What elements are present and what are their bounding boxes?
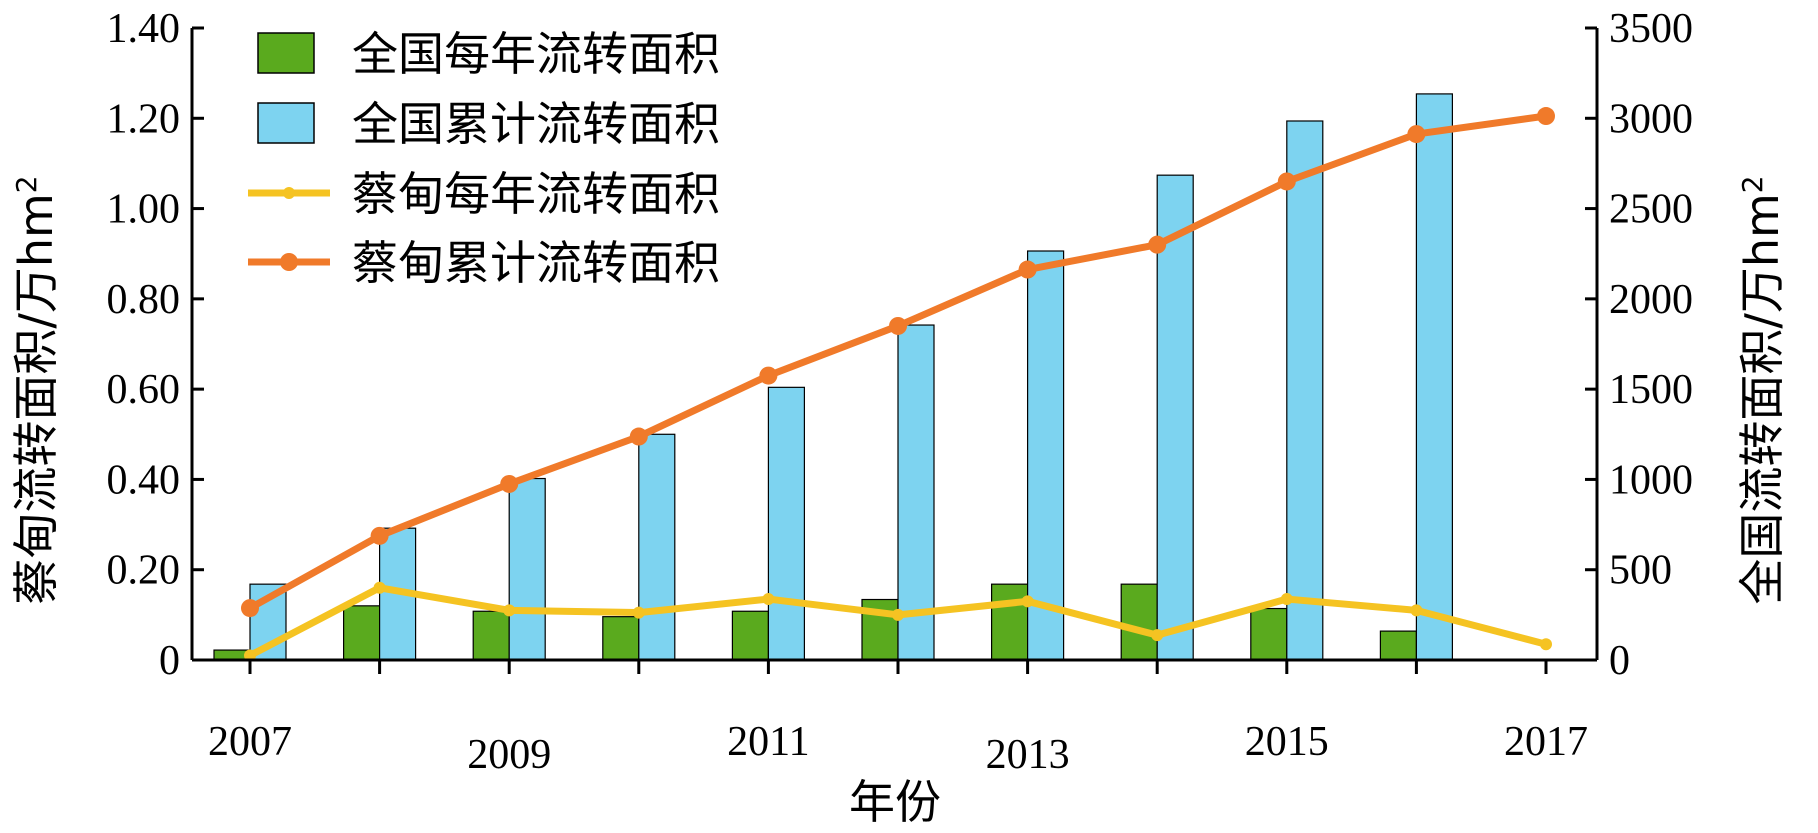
bar-national-annual-2009 bbox=[472, 610, 510, 661]
left-tick-label: 1.40 bbox=[107, 6, 181, 52]
point-caidian-cumulative-2017 bbox=[1537, 107, 1555, 126]
point-caidian-cumulative-2012 bbox=[889, 316, 907, 335]
legend-label-national-cumulative: 全国累计流转面积 bbox=[352, 97, 720, 151]
bar-national-annual-2016 bbox=[1379, 630, 1418, 661]
legend-marker-caidian-cumulative bbox=[280, 253, 298, 271]
legend-label-caidian-cumulative: 蔡甸累计流转面积 bbox=[352, 236, 720, 290]
left-tick-label: 0.80 bbox=[107, 277, 181, 323]
x-tick-label: 2011 bbox=[727, 719, 809, 765]
bar-national-cumulative-2013 bbox=[1026, 250, 1065, 661]
left-axis-title: 蔡甸流转面积/万hm2 bbox=[9, 175, 63, 604]
point-caidian-annual-2009 bbox=[503, 604, 516, 617]
left-tick-label: 0.60 bbox=[107, 367, 181, 413]
point-caidian-cumulative-2016 bbox=[1407, 125, 1426, 144]
bar-national-cumulative-2012 bbox=[897, 324, 935, 661]
bar-national-annual-2008 bbox=[343, 605, 381, 661]
bar-national-cumulative-2009 bbox=[508, 477, 546, 661]
right-tick-label: 3500 bbox=[1609, 6, 1693, 52]
point-caidian-cumulative-2014 bbox=[1148, 235, 1167, 254]
bar-national-annual-2013 bbox=[990, 583, 1029, 661]
point-caidian-annual-2017 bbox=[1540, 638, 1552, 651]
bar-national-annual-2011 bbox=[731, 610, 770, 661]
legend-label-national-annual: 全国每年流转面积 bbox=[352, 27, 720, 81]
point-caidian-cumulative-2011 bbox=[759, 366, 778, 385]
legend-marker-caidian-annual bbox=[283, 187, 295, 199]
right-tick-label: 2000 bbox=[1609, 277, 1693, 323]
bar-national-cumulative-2015 bbox=[1286, 120, 1324, 661]
bar-national-annual-2010 bbox=[602, 616, 640, 661]
point-caidian-annual-2008 bbox=[373, 581, 386, 594]
x-tick-label: 2007 bbox=[208, 719, 292, 765]
x-tick-label: 2013 bbox=[986, 732, 1070, 778]
point-caidian-annual-2014 bbox=[1151, 629, 1164, 642]
point-caidian-cumulative-2015 bbox=[1277, 172, 1296, 191]
point-caidian-annual-2013 bbox=[1021, 595, 1034, 608]
legend-swatch-national-cumulative bbox=[257, 102, 315, 144]
point-caidian-annual-2015 bbox=[1280, 593, 1293, 606]
bar-national-cumulative-2016 bbox=[1415, 93, 1454, 661]
left-tick-label: 1.20 bbox=[107, 96, 181, 142]
right-tick-label: 1000 bbox=[1609, 457, 1693, 503]
point-caidian-annual-2012 bbox=[892, 608, 904, 621]
lines-layer bbox=[241, 107, 1555, 662]
left-tick-label: 0 bbox=[159, 638, 180, 684]
x-tick-label: 2017 bbox=[1504, 719, 1588, 765]
x-axis-title: 年份 bbox=[849, 775, 941, 829]
bar-national-cumulative-2014 bbox=[1156, 174, 1194, 661]
point-caidian-annual-2007 bbox=[244, 649, 256, 662]
right-tick-label: 0 bbox=[1609, 638, 1630, 684]
point-caidian-cumulative-2007 bbox=[241, 599, 259, 618]
bars-layer bbox=[213, 93, 1454, 661]
point-caidian-cumulative-2008 bbox=[370, 526, 389, 545]
left-tick-label: 0.20 bbox=[107, 548, 181, 594]
right-tick-label: 500 bbox=[1609, 548, 1672, 594]
bar-national-annual-2014 bbox=[1120, 583, 1158, 661]
legend: 全国每年流转面积 全国累计流转面积 蔡甸每年流转面积 蔡甸累计流转面积 bbox=[248, 27, 720, 290]
left-tick-label: 0.40 bbox=[107, 457, 181, 503]
point-caidian-cumulative-2013 bbox=[1018, 260, 1037, 279]
right-axis-title: 全国流转面积/万hm2 bbox=[1735, 175, 1789, 604]
right-tick-label: 2500 bbox=[1609, 187, 1693, 233]
legend-swatch-national-annual bbox=[257, 32, 315, 74]
right-tick-label: 1500 bbox=[1609, 367, 1693, 413]
left-tick-label: 1.00 bbox=[107, 187, 181, 233]
bar-national-annual-2015 bbox=[1250, 607, 1288, 661]
bar-national-cumulative-2010 bbox=[638, 433, 676, 661]
right-tick-label: 3000 bbox=[1609, 96, 1693, 142]
legend-label-caidian-annual: 蔡甸每年流转面积 bbox=[352, 167, 720, 221]
point-caidian-cumulative-2010 bbox=[629, 427, 648, 446]
point-caidian-annual-2010 bbox=[632, 606, 645, 619]
x-tick-label: 2009 bbox=[467, 732, 551, 778]
point-caidian-annual-2016 bbox=[1410, 604, 1423, 617]
bar-national-cumulative-2011 bbox=[767, 386, 806, 661]
point-caidian-annual-2011 bbox=[762, 593, 775, 606]
point-caidian-cumulative-2009 bbox=[500, 474, 519, 493]
ticks-layer: 0 0.20 0.40 0.60 0.80 1.00 1.20 1.40 0 500 1000 150… bbox=[107, 6, 1694, 778]
x-tick-label: 2015 bbox=[1245, 719, 1329, 765]
